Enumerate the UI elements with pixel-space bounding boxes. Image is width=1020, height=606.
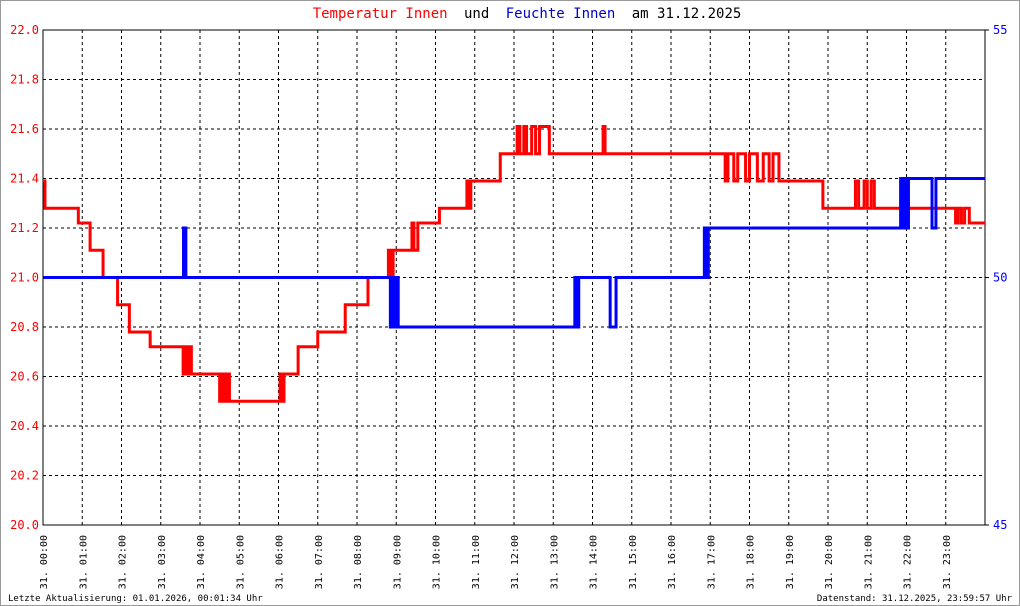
x-tick-label: 31. 22:00	[903, 535, 914, 589]
series-line	[43, 177, 985, 329]
y2-tick-label: 55	[993, 23, 1007, 37]
y-tick-label: 22.0	[10, 23, 39, 37]
y-tick-label: 20.8	[10, 320, 39, 334]
x-tick-label: 31. 16:00	[667, 535, 678, 589]
title-part: Feuchte Innen	[506, 6, 616, 22]
x-tick-label: 31. 03:00	[157, 535, 168, 589]
title-part: und	[464, 6, 489, 22]
footer-left: Letzte Aktualisierung: 01.01.2026, 00:01…	[8, 594, 263, 604]
x-tick-label: 31. 11:00	[471, 535, 482, 589]
title-part: Temperatur Innen	[313, 6, 448, 22]
x-tick-label: 31. 00:00	[39, 535, 50, 589]
y-tick-label: 21.6	[10, 122, 39, 136]
x-tick-label: 31. 02:00	[118, 535, 129, 589]
x-tick-label: 31. 09:00	[392, 535, 403, 589]
y2-tick-label: 45	[993, 518, 1007, 532]
title-part: am 31.12.2025	[632, 6, 742, 22]
x-tick-label: 31. 20:00	[824, 535, 835, 589]
x-tick-label: 31. 17:00	[706, 535, 717, 589]
y-tick-label: 21.4	[10, 172, 39, 186]
footer-right: Datenstand: 31.12.2025, 23:59:57 Uhr	[817, 594, 1013, 604]
x-tick-label: 31. 08:00	[353, 535, 364, 589]
x-tick-label: 31. 05:00	[235, 535, 246, 589]
x-tick-label: 31. 18:00	[746, 535, 757, 589]
x-tick-label: 31. 04:00	[196, 535, 207, 589]
x-tick-label: 31. 21:00	[863, 535, 874, 589]
x-tick-label: 31. 15:00	[628, 535, 639, 589]
y-tick-label: 21.8	[10, 73, 39, 87]
x-tick-label: 31. 19:00	[785, 535, 796, 589]
x-tick-label: 31. 01:00	[78, 535, 89, 589]
y-tick-label: 21.2	[10, 221, 39, 235]
y-tick-label: 20.0	[10, 518, 39, 532]
y-tick-label: 20.6	[10, 370, 39, 384]
series-line	[43, 125, 985, 403]
x-tick-label: 31. 07:00	[314, 535, 325, 589]
x-tick-label: 31. 13:00	[549, 535, 560, 589]
y-tick-label: 20.2	[10, 469, 39, 483]
x-tick-label: 31. 12:00	[510, 535, 521, 589]
chart-title: Temperatur Innen und Feuchte Innen am 31…	[313, 6, 742, 22]
x-tick-label: 31. 06:00	[275, 535, 286, 589]
y2-tick-label: 50	[993, 271, 1007, 285]
y-tick-label: 21.0	[10, 271, 39, 285]
y-tick-label: 20.4	[10, 419, 39, 433]
x-tick-label: 31. 14:00	[589, 535, 600, 589]
x-tick-label: 31. 23:00	[942, 535, 953, 589]
x-tick-label: 31. 10:00	[432, 535, 443, 589]
